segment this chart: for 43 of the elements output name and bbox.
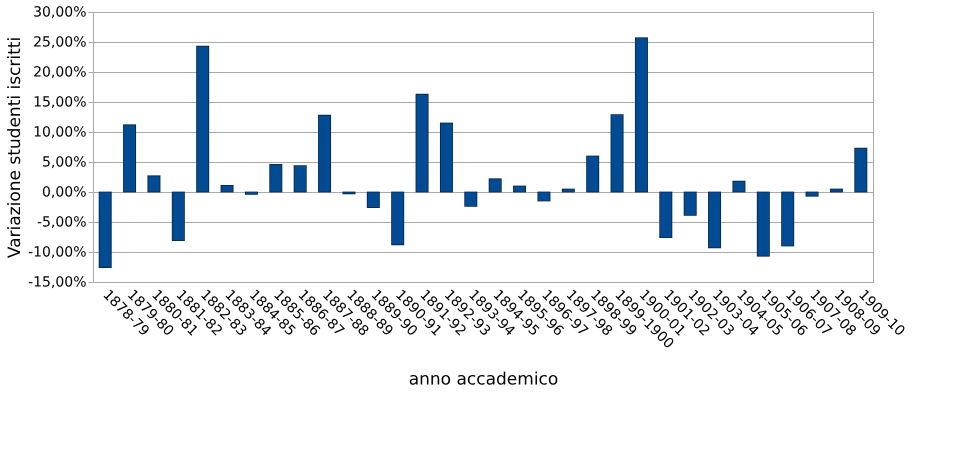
bar [196,46,210,192]
bar [732,180,746,192]
y-tick-label: -5,00% [36,214,86,230]
bar [440,122,453,192]
bar [756,192,770,257]
bar [610,114,624,192]
x-axis-title: anno accademico [408,369,558,390]
y-tick-label: 15,00% [33,94,86,110]
y-tick-label: -15,00% [28,274,86,290]
bar [537,192,550,202]
bar [294,165,307,192]
y-tick-label: -10,00% [28,244,86,260]
bar [488,178,502,192]
bar [684,192,697,216]
bar [854,148,868,192]
bar [513,186,526,192]
bar [391,192,404,246]
y-tick-label: 30,00% [33,4,86,20]
bar [806,192,819,197]
bar [318,114,332,192]
bar [586,156,600,192]
bar [562,188,575,192]
y-tick-label: 25,00% [33,34,86,50]
bar [416,94,429,192]
bar [244,192,258,195]
bar [634,37,648,192]
y-axis-title: Variazione studenti iscritti [5,36,26,258]
bar [708,192,722,248]
bar [98,192,112,268]
bar [172,192,185,241]
y-tick-label: 10,00% [33,124,86,140]
bar [147,175,160,192]
y-tick-label: 5,00% [42,154,86,170]
y-tick-label: 20,00% [33,64,86,80]
bar [464,192,478,207]
bar [123,124,136,192]
bar [220,185,234,192]
bar [366,192,380,208]
bar [659,192,672,238]
bar [781,192,794,246]
bar [830,188,843,192]
y-tick-label: 0,00% [42,184,86,200]
bar [269,164,282,192]
